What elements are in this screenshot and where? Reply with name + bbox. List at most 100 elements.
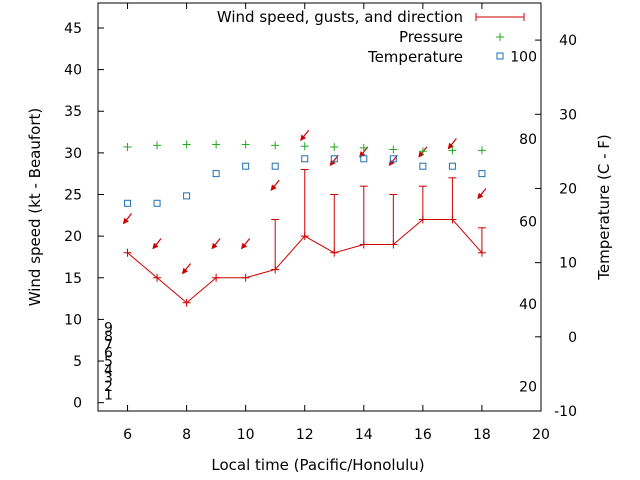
x-tick-label: 12	[296, 427, 314, 443]
y2-tick-label: 30	[559, 107, 577, 123]
legend-pressure-swatch	[496, 33, 504, 41]
y2-axis-label: Temperature (C - F)	[595, 134, 613, 281]
y-axis-label: Wind speed (kt - Beaufort)	[26, 108, 44, 307]
pressure-point	[123, 143, 132, 152]
y-axis-ticks: 0 5 10 15 20 25 30 35 40 45	[64, 21, 104, 412]
x-tick-label: 8	[182, 427, 191, 443]
wind-direction-arrow	[300, 129, 310, 142]
wind-speed-point	[241, 273, 250, 282]
legend-wind-swatch	[475, 13, 525, 21]
y-tick-label: 45	[64, 21, 82, 37]
pressure-point	[359, 143, 368, 152]
beaufort-label: 8	[104, 329, 113, 345]
wind-speed-point	[123, 248, 132, 257]
temperature-point	[389, 155, 397, 163]
temperature-point	[271, 162, 279, 170]
pressure-point	[182, 140, 191, 149]
beaufort-label: 5	[104, 354, 113, 370]
wind-speed-point	[300, 232, 309, 241]
pressure-point	[271, 141, 280, 150]
temperature-point	[212, 170, 220, 178]
y2-tick-label: 10	[559, 256, 577, 272]
pressure-point	[418, 147, 427, 156]
pressure-point	[330, 143, 339, 152]
temperature-point	[124, 199, 132, 207]
temperature-point	[419, 162, 427, 170]
x-tick-label: 10	[237, 427, 255, 443]
pressure-series	[123, 140, 486, 156]
y-tick-label: 40	[64, 63, 82, 79]
x-tick-label: 18	[473, 427, 491, 443]
beaufort-label: 9	[104, 321, 113, 337]
y2-tick-label: 0	[568, 330, 577, 346]
beaufort-label: 1	[104, 387, 113, 403]
legend-pressure-label: Pressure	[399, 28, 463, 46]
pressure-point	[477, 146, 486, 155]
beaufort-label: 2	[104, 379, 113, 395]
x-axis-ticks: 6 8 10 12 14 16 18 20	[123, 3, 550, 443]
wind-direction-arrow	[241, 238, 251, 250]
wind-direction-arrow	[477, 188, 487, 200]
temperature-point	[183, 192, 191, 200]
temperature-point	[242, 162, 250, 170]
wind-speed-point	[477, 248, 486, 257]
temperature-point	[153, 199, 161, 207]
wind-direction-arrow	[270, 179, 280, 191]
wind-speed-point	[448, 215, 457, 224]
x-tick-label: 14	[355, 427, 373, 443]
y-tick-label: 35	[64, 104, 82, 120]
x-tick-label: 6	[123, 427, 132, 443]
temperature-point	[478, 170, 486, 178]
pressure-point	[448, 146, 457, 155]
y-tick-label: 30	[64, 146, 82, 162]
fahrenheit-label: 20	[519, 379, 537, 395]
pressure-point	[153, 141, 162, 150]
fahrenheit-labels: 20 40 60 80 100	[510, 50, 537, 396]
x-tick-label: 20	[532, 427, 550, 443]
x-axis-label: Local time (Pacific/Honolulu)	[211, 456, 424, 474]
legend-temperature-label: Temperature	[367, 48, 463, 66]
pressure-point	[241, 140, 250, 149]
y-tick-label: 15	[64, 271, 82, 287]
y2-tick-label: -10	[554, 404, 577, 420]
temperature-point	[330, 155, 338, 163]
fahrenheit-label: 40	[519, 297, 537, 313]
wind-direction-arrow	[152, 238, 162, 250]
y-tick-label: 0	[73, 396, 82, 412]
y2-axis-ticks: -10 0 10 20 30 40	[535, 33, 577, 420]
wind-speed-point	[212, 273, 221, 282]
wind-gust-bars	[271, 169, 486, 270]
y2-tick-label: 20	[559, 181, 577, 197]
y2-tick-label: 40	[559, 33, 577, 49]
wind-speed-point	[418, 215, 427, 224]
wind-direction-arrow	[181, 263, 192, 275]
legend-temperature-swatch	[496, 52, 504, 60]
y-tick-label: 20	[64, 229, 82, 245]
wind-speed-point	[359, 240, 368, 249]
wind-direction-arrow	[447, 138, 457, 150]
pressure-point	[389, 145, 398, 154]
temperature-point	[448, 162, 456, 170]
x-tick-label: 16	[414, 427, 432, 443]
fahrenheit-label: 100	[510, 50, 537, 66]
legend-wind-label: Wind speed, gusts, and direction	[217, 8, 463, 26]
wind-speed-point	[153, 273, 162, 282]
wind-direction-arrow	[211, 238, 221, 250]
wind-speed-point	[389, 240, 398, 249]
beaufort-label: 7	[104, 337, 113, 353]
legend: Wind speed, gusts, and direction Pressur…	[217, 8, 525, 66]
beaufort-label: 4	[104, 362, 113, 378]
temperature-point	[301, 155, 309, 163]
wind-direction-arrow	[122, 213, 133, 225]
wind-speed-point	[330, 248, 339, 257]
y-tick-label: 25	[64, 188, 82, 204]
wind-speed-series	[123, 215, 486, 307]
fahrenheit-label: 60	[519, 214, 537, 230]
wind-speed-point	[271, 265, 280, 274]
y-tick-label: 10	[64, 312, 82, 328]
pressure-point	[212, 140, 221, 149]
beaufort-label: 6	[104, 346, 113, 362]
beaufort-label: 3	[104, 371, 113, 387]
